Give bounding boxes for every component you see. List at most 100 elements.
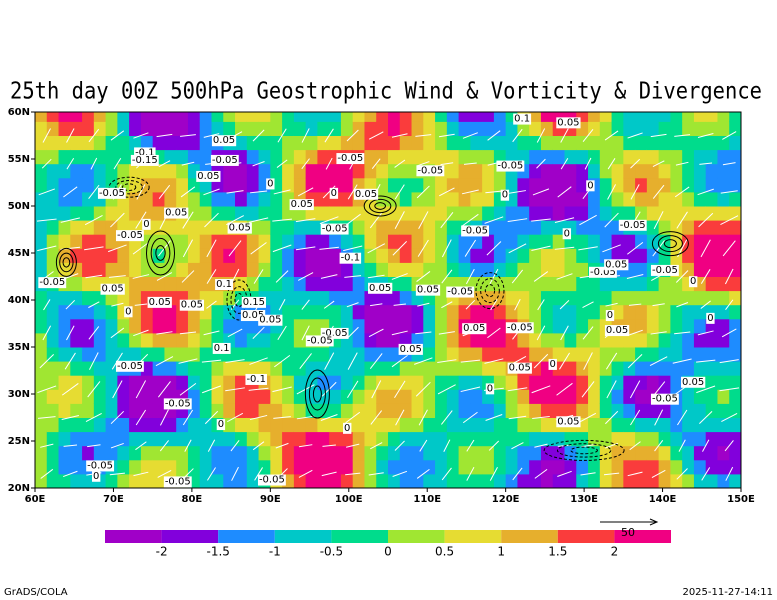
- shading-cell: [305, 135, 318, 151]
- shading-cell: [458, 206, 471, 221]
- shading-cell: [599, 417, 613, 433]
- wind-vector: [347, 380, 359, 398]
- shading-cell: [270, 206, 283, 221]
- shading-cell: [529, 248, 542, 263]
- wind-vector: [88, 301, 100, 309]
- shading-cell: [658, 417, 671, 433]
- shading-cell: [729, 276, 742, 292]
- shading-cell: [211, 375, 224, 390]
- shading-cell: [693, 389, 707, 404]
- shading-cell: [282, 347, 295, 362]
- shading-cell: [588, 206, 601, 221]
- shading-cell: [399, 304, 413, 320]
- shading-cell: [399, 332, 413, 348]
- shading-cell: [623, 290, 636, 306]
- shading-cell: [129, 459, 142, 475]
- shading-cell: [682, 135, 695, 151]
- shading-cell: [552, 112, 565, 122]
- contour-label: 0.05: [181, 300, 203, 311]
- shading-cell: [223, 389, 236, 404]
- wind-vector: [650, 331, 667, 335]
- shading-cell: [482, 149, 495, 165]
- shading-cell: [411, 177, 424, 193]
- wind-vector: [391, 133, 408, 138]
- shading-cell: [140, 417, 154, 433]
- shading-cell: [152, 276, 165, 292]
- shading-cell: [293, 135, 307, 151]
- shading-cell: [35, 332, 48, 348]
- contour-label-box: [398, 343, 423, 355]
- shading-cell: [58, 403, 71, 418]
- shading-cell: [693, 220, 707, 235]
- shading-cell: [693, 403, 707, 418]
- shading-cell: [717, 431, 730, 447]
- shading-cell: [482, 191, 495, 207]
- wind-vector: [674, 134, 691, 137]
- shading-cell: [623, 431, 636, 447]
- shading-cell: [187, 248, 201, 263]
- shading-cell: [705, 112, 718, 122]
- contour-label: 0: [550, 359, 556, 370]
- contour-line: [115, 180, 143, 195]
- shading-cell: [658, 220, 671, 235]
- contour-label-box: [556, 416, 581, 428]
- shading-cell: [340, 290, 354, 306]
- shading-cell: [411, 403, 424, 418]
- shading-cell: [564, 304, 577, 320]
- shading-cell: [588, 248, 601, 263]
- shading-cell: [399, 262, 413, 277]
- map-area: -0.1-0.150.05-0.050.05-0.050.05-0.050.05…: [35, 112, 742, 489]
- shading-cell: [105, 445, 118, 461]
- wind-vector: [415, 134, 432, 137]
- wind-vector: [227, 328, 243, 338]
- wind-vector: [466, 439, 475, 452]
- colorbar-label: -1: [269, 545, 281, 559]
- wind-vector: [583, 352, 593, 370]
- shading-cell: [540, 177, 554, 193]
- wind-vector: [416, 185, 430, 199]
- shading-cell: [223, 361, 236, 376]
- wind-vector: [652, 160, 665, 168]
- contour-label: -0.05: [462, 225, 488, 236]
- contour-label: -0.05: [652, 265, 678, 276]
- shading-cell: [705, 248, 718, 263]
- shading-cell: [211, 248, 224, 263]
- wind-vector: [484, 358, 504, 364]
- wind-vector: [324, 128, 334, 143]
- shading-cell: [93, 389, 107, 404]
- shading-cell: [576, 318, 589, 334]
- shading-cell: [717, 191, 730, 207]
- shading-cell: [717, 135, 730, 151]
- shading-cell: [529, 459, 542, 475]
- shading-cell: [611, 135, 624, 151]
- shading-cell: [435, 347, 448, 362]
- shading-cell: [693, 347, 707, 362]
- shading-cell: [611, 163, 624, 179]
- contour-label-box: [513, 113, 532, 125]
- shading-cell: [611, 191, 624, 207]
- wind-vector: [227, 412, 244, 423]
- shading-cell: [270, 262, 283, 277]
- wind-vector: [225, 359, 245, 364]
- wind-vector: [42, 128, 51, 143]
- shading-cell: [435, 304, 448, 320]
- shading-cell: [670, 347, 683, 362]
- shading-cell: [35, 375, 48, 390]
- wind-vector: [321, 471, 337, 477]
- shading-cell: [211, 262, 224, 277]
- shading-cell: [293, 290, 307, 306]
- shading-cell: [199, 347, 212, 362]
- shading-cell: [329, 206, 342, 221]
- contour-label: 0.15: [243, 297, 265, 308]
- shading-cell: [293, 403, 307, 418]
- shading-cell: [517, 389, 530, 404]
- shading-cell: [693, 234, 707, 249]
- shading-cell: [635, 389, 648, 404]
- shading-cell: [282, 403, 295, 418]
- shading-cell: [317, 417, 330, 433]
- shading-cell: [388, 459, 401, 475]
- shading-cell: [646, 361, 660, 376]
- shading-cell: [717, 389, 730, 404]
- shading-cell: [623, 177, 636, 193]
- shading-cell: [493, 459, 507, 475]
